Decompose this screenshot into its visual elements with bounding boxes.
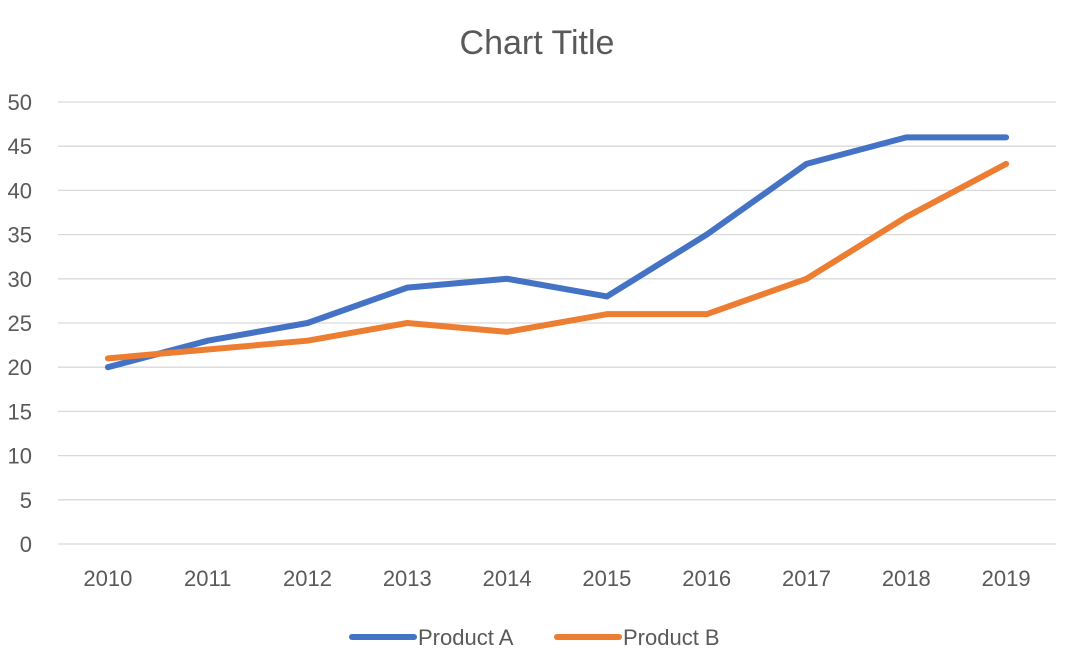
y-tick-label: 35	[8, 223, 32, 248]
x-axis-ticks: 2010 2011 2012 2013 2014 2015 2016 2017 2018 2019	[83, 566, 1030, 591]
y-tick-label: 45	[8, 134, 32, 159]
series-lines	[108, 137, 1006, 367]
y-tick-label: 50	[8, 90, 32, 115]
series-line-product-b	[108, 164, 1006, 358]
y-tick-label: 0	[20, 532, 32, 557]
x-tick-label: 2015	[582, 566, 631, 591]
y-tick-label: 10	[8, 444, 32, 469]
x-tick-label: 2013	[383, 566, 432, 591]
x-tick-label: 2016	[682, 566, 731, 591]
series-line-product-a	[108, 137, 1006, 367]
x-tick-label: 2011	[184, 566, 231, 591]
legend-label: Product A	[418, 625, 514, 650]
legend-item: Product A	[352, 625, 514, 650]
y-tick-label: 25	[8, 311, 32, 336]
chart-title: Chart Title	[460, 24, 615, 62]
legend-label: Product B	[623, 625, 720, 650]
x-tick-label: 2018	[882, 566, 931, 591]
y-tick-label: 40	[8, 178, 32, 203]
x-tick-label: 2017	[782, 566, 831, 591]
legend-item: Product B	[557, 625, 720, 650]
y-tick-label: 5	[20, 488, 32, 513]
x-tick-label: 2012	[283, 566, 332, 591]
x-tick-label: 2014	[483, 566, 532, 591]
y-tick-label: 20	[8, 355, 32, 380]
x-tick-label: 2019	[982, 566, 1031, 591]
x-tick-label: 2010	[83, 566, 132, 591]
y-tick-label: 15	[8, 399, 32, 424]
y-axis-ticks: 0 5 10 15 20 25 30 35 40 45 50	[8, 90, 32, 557]
y-tick-label: 30	[8, 267, 32, 292]
legend: Product A Product B	[352, 625, 720, 650]
